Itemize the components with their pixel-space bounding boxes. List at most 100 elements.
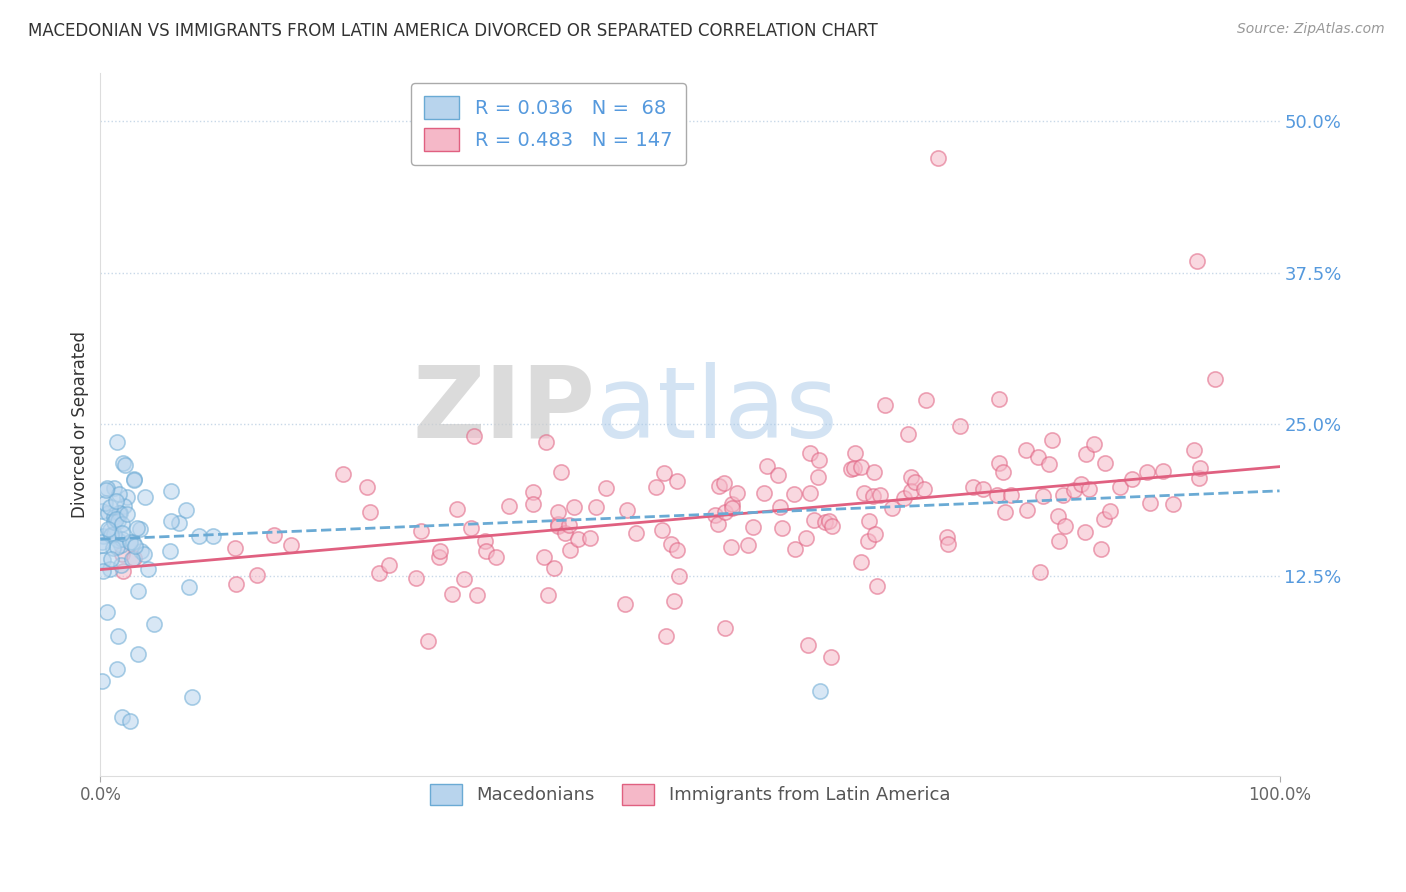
Point xyxy=(794,531,817,545)
Point xyxy=(1052,488,1074,502)
Point xyxy=(783,541,806,556)
Point xyxy=(368,566,391,580)
Point xyxy=(536,435,558,450)
Point xyxy=(803,513,825,527)
Point xyxy=(98,500,121,514)
Point xyxy=(98,562,121,576)
Point xyxy=(1063,483,1085,497)
Point xyxy=(714,505,737,519)
Point xyxy=(927,151,949,165)
Point xyxy=(661,537,683,551)
Point xyxy=(108,487,131,501)
Point xyxy=(863,465,886,479)
Point xyxy=(127,648,149,662)
Point xyxy=(849,459,872,474)
Point xyxy=(666,542,689,557)
Point xyxy=(97,507,120,521)
Point xyxy=(105,662,128,676)
Text: ZIP: ZIP xyxy=(413,361,596,458)
Point xyxy=(560,543,582,558)
Point xyxy=(737,538,759,552)
Point xyxy=(127,584,149,599)
Point xyxy=(1185,253,1208,268)
Point xyxy=(1074,524,1097,539)
Point xyxy=(129,521,152,535)
Point xyxy=(550,465,572,479)
Point xyxy=(122,473,145,487)
Point xyxy=(554,526,576,541)
Point xyxy=(808,683,831,698)
Point xyxy=(103,541,125,555)
Point xyxy=(987,392,1010,406)
Point xyxy=(474,534,496,549)
Point xyxy=(105,511,128,525)
Point xyxy=(1163,497,1185,511)
Point xyxy=(714,621,737,635)
Point xyxy=(121,552,143,566)
Point xyxy=(246,568,269,582)
Point xyxy=(103,481,125,495)
Point xyxy=(770,521,793,535)
Point xyxy=(378,558,401,572)
Point xyxy=(93,496,115,510)
Point xyxy=(201,529,224,543)
Text: MACEDONIAN VS IMMIGRANTS FROM LATIN AMERICA DIVORCED OR SEPARATED CORRELATION CH: MACEDONIAN VS IMMIGRANTS FROM LATIN AMER… xyxy=(28,22,877,40)
Point xyxy=(97,522,120,536)
Point xyxy=(453,572,475,586)
Point xyxy=(893,491,915,505)
Point xyxy=(721,501,744,516)
Point xyxy=(799,486,821,500)
Point xyxy=(866,579,889,593)
Point xyxy=(547,516,569,531)
Point xyxy=(160,483,183,498)
Point xyxy=(713,475,735,490)
Point xyxy=(616,503,638,517)
Point xyxy=(138,562,160,576)
Point xyxy=(429,544,451,558)
Point xyxy=(668,569,690,583)
Point xyxy=(111,532,134,546)
Point xyxy=(103,509,125,524)
Point xyxy=(105,435,128,450)
Point xyxy=(105,540,128,554)
Point xyxy=(725,486,748,500)
Point xyxy=(578,532,600,546)
Point xyxy=(1047,508,1070,523)
Point xyxy=(614,597,637,611)
Text: atlas: atlas xyxy=(596,361,837,458)
Point xyxy=(624,525,647,540)
Point xyxy=(98,523,121,537)
Point xyxy=(869,488,891,502)
Point xyxy=(159,543,181,558)
Point xyxy=(416,633,439,648)
Point xyxy=(1108,480,1130,494)
Point xyxy=(110,506,132,520)
Point xyxy=(91,529,114,543)
Point xyxy=(1083,436,1105,450)
Point xyxy=(110,710,132,724)
Point xyxy=(100,552,122,566)
Point xyxy=(904,475,927,490)
Point xyxy=(114,458,136,472)
Point xyxy=(332,467,354,482)
Point xyxy=(1098,503,1121,517)
Point xyxy=(107,629,129,643)
Point xyxy=(651,523,673,537)
Point xyxy=(522,484,544,499)
Point xyxy=(707,517,730,532)
Point xyxy=(1029,565,1052,579)
Point xyxy=(1182,442,1205,457)
Point xyxy=(498,500,520,514)
Point xyxy=(839,462,862,476)
Point xyxy=(797,638,820,652)
Point xyxy=(820,649,842,664)
Point xyxy=(1188,471,1211,485)
Point xyxy=(118,714,141,728)
Point xyxy=(188,528,211,542)
Point xyxy=(1054,519,1077,533)
Point xyxy=(808,453,831,467)
Point xyxy=(912,482,935,496)
Point xyxy=(1204,372,1226,386)
Point xyxy=(103,526,125,541)
Point xyxy=(359,505,381,519)
